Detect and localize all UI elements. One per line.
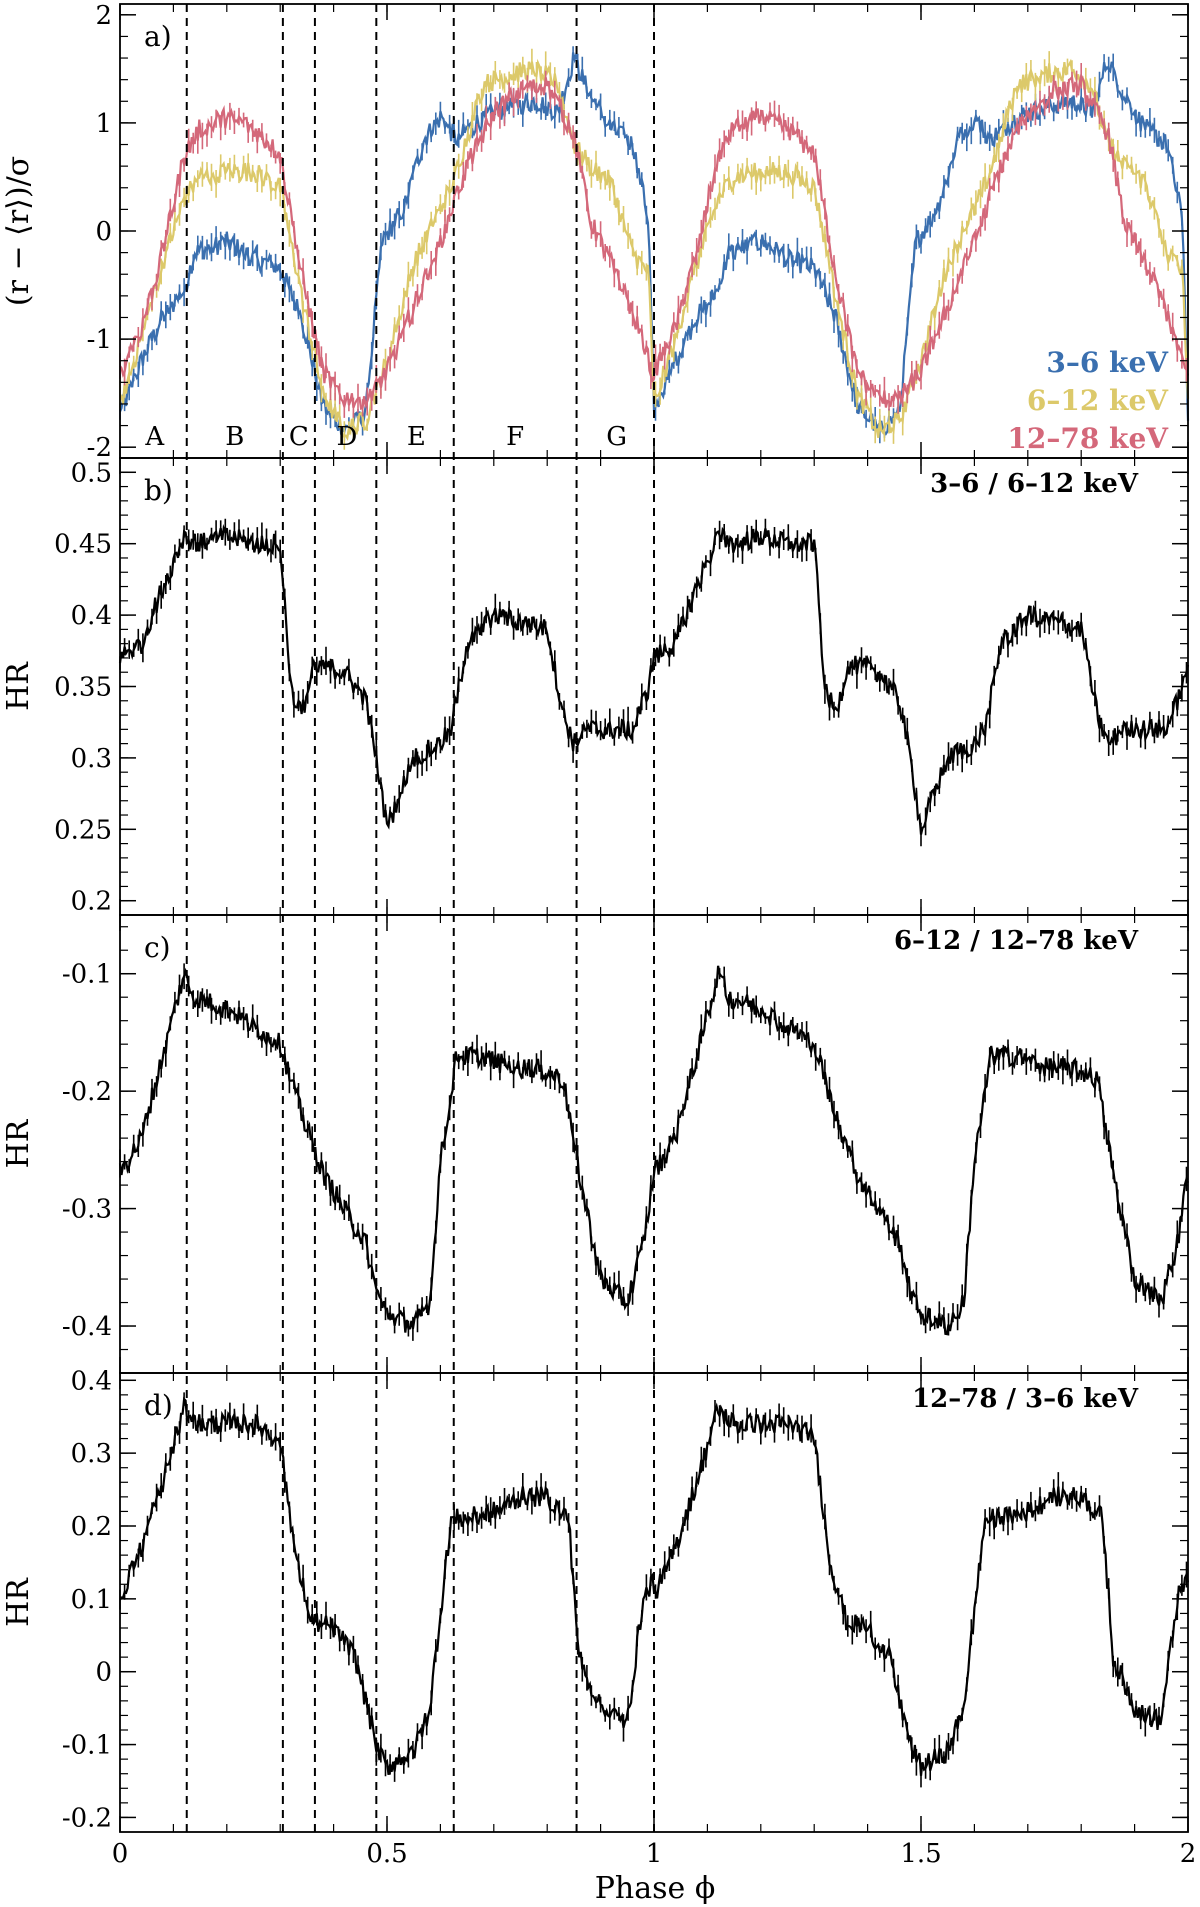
y-tick-label: 0.4 (71, 601, 112, 631)
region-label: D (337, 422, 358, 452)
ratio-label-d: 12–78 / 3–6 keV (912, 1384, 1139, 1414)
series-line (119, 72, 1190, 411)
panel-label-d: d) (144, 1389, 173, 1422)
y-tick-label: -0.2 (62, 1077, 112, 1107)
y-axis-label-c: HR (1, 1118, 36, 1168)
y-tick-label: 0.3 (71, 744, 112, 774)
y-tick-label: 0.4 (71, 1366, 112, 1396)
x-tick-label: 1.5 (900, 1839, 941, 1869)
series-line (118, 965, 1190, 1336)
x-tick-label: 0.5 (366, 1839, 407, 1869)
y-tick-label: 0.3 (71, 1439, 112, 1469)
ratio-label-c: 6–12 / 12–78 keV (894, 926, 1139, 956)
y-tick-label: 0.45 (54, 530, 112, 560)
y-tick-label: -0.1 (62, 960, 112, 990)
y-tick-label: 1 (95, 109, 112, 139)
y-axis-label-a: (r − ⟨r⟩)/σ (1, 156, 36, 306)
y-tick-label: -2 (87, 433, 112, 463)
y-tick-label: 0.2 (71, 887, 112, 917)
panel-frames (119, 3, 1189, 1833)
y-tick-label: 0 (95, 217, 112, 247)
region-label: G (606, 422, 627, 452)
text-layer: -2 -1 0 1 2 (r − ⟨r⟩)/σ a) 3–6 keV 6–12 keV 12–78… (1, 1, 1196, 1869)
ratio-label-b: 3–6 / 6–12 keV (930, 469, 1139, 499)
y-tick-label: 0.35 (54, 673, 112, 703)
x-axis-label: Phase ϕ (595, 1871, 716, 1906)
y-tick-label: -0.2 (62, 1803, 112, 1833)
legend-entry: 6–12 keV (1027, 384, 1169, 417)
y-tick-label: -0.3 (62, 1195, 112, 1225)
y-tick-label: 0.1 (71, 1585, 112, 1615)
x-tick-label: 0 (112, 1839, 129, 1869)
y-tick-label: 0.25 (54, 815, 112, 845)
panel-label-b: b) (144, 474, 173, 507)
region-label: E (407, 422, 426, 452)
region-label: B (225, 422, 244, 452)
panel-label-a: a) (144, 20, 172, 53)
panel-a (118, 46, 1190, 450)
region-label: F (506, 422, 524, 452)
x-tick-label: 1 (646, 1839, 663, 1869)
y-axis-label-d: HR (1, 1577, 36, 1627)
y-tick-label: 2 (95, 1, 112, 31)
x-tick-label: 2 (1180, 1839, 1197, 1869)
region-label: A (144, 422, 165, 452)
y-tick-label: 0.5 (71, 458, 112, 488)
y-tick-label: 0.2 (71, 1512, 112, 1542)
region-label: C (289, 422, 309, 452)
y-tick-label: 0 (95, 1658, 112, 1688)
y-tick-label: -0.1 (62, 1731, 112, 1761)
y-axis-label-b: HR (1, 661, 36, 711)
panel-label-c: c) (144, 931, 171, 964)
panels-layer (118, 46, 1190, 1788)
y-tick-label: -1 (87, 325, 112, 355)
legend-entry: 3–6 keV (1046, 346, 1169, 379)
phase-dividers (185, 4, 655, 1832)
series-a-2 (119, 63, 1190, 418)
legend-entry: 12–78 keV (1007, 422, 1169, 455)
y-tick-label: -0.4 (62, 1312, 112, 1342)
